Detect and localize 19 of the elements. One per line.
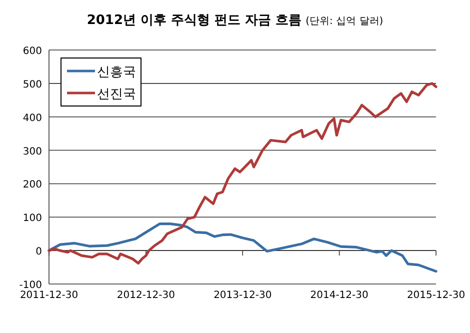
y-tick-label: 300 bbox=[22, 146, 42, 158]
x-tick-label: 2015-12-30 bbox=[406, 290, 466, 301]
legend-label: 신흥국 bbox=[97, 65, 136, 80]
y-tick-label: 100 bbox=[22, 213, 42, 224]
line-series bbox=[48, 222, 438, 273]
legend-label: 선진국 bbox=[97, 87, 136, 102]
x-tick-label: 2014-12-30 bbox=[310, 290, 368, 301]
x-tick-label: 2012-12-30 bbox=[116, 290, 176, 301]
y-tick-label: 400 bbox=[22, 112, 42, 124]
line-series bbox=[48, 82, 438, 265]
y-tick-label: 500 bbox=[22, 79, 42, 90]
chart-title: 2012년 이후 주식형 펀드 자금 흐름 bbox=[86, 13, 302, 28]
chart-subtitle: (단위: 십억 달러) bbox=[306, 16, 384, 27]
y-tick-label: 0 bbox=[36, 246, 42, 258]
y-tick-label: 600 bbox=[22, 46, 42, 57]
x-tick-label: 2011-12-30 bbox=[20, 290, 78, 301]
x-tick-label: 2013-12-30 bbox=[214, 290, 272, 301]
y-tick-label: -100 bbox=[19, 280, 42, 291]
y-tick-label: 200 bbox=[22, 180, 42, 191]
